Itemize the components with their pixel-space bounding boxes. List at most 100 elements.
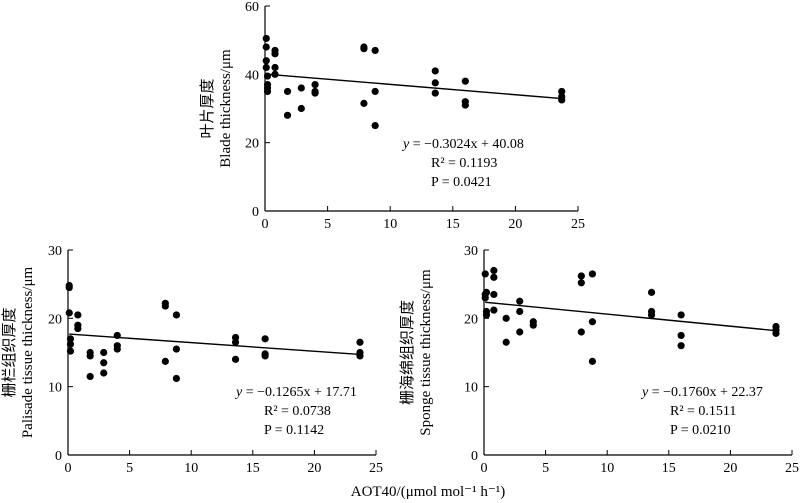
data-point xyxy=(311,80,319,89)
data-point xyxy=(461,77,469,85)
y-tick-label: 10 xyxy=(464,381,478,396)
y-tick-label: 60 xyxy=(245,0,259,15)
data-point xyxy=(371,46,379,55)
data-point xyxy=(360,99,368,107)
data-point xyxy=(263,72,272,80)
data-point xyxy=(772,329,780,337)
data-point xyxy=(100,359,108,367)
data-point xyxy=(66,347,75,355)
x-tick-label: 5 xyxy=(126,461,133,476)
y-tick-label: 10 xyxy=(48,381,62,396)
regression-line xyxy=(266,73,562,100)
data-point xyxy=(100,369,108,377)
y-tick-label: 40 xyxy=(245,68,259,83)
data-point xyxy=(86,372,94,381)
x-tick-label: 10 xyxy=(383,217,397,232)
x-tick-label: 0 xyxy=(262,217,269,232)
y-tick-label: 20 xyxy=(245,137,259,152)
p-value-label: P = 0.0421 xyxy=(431,175,492,190)
data-point xyxy=(431,67,439,75)
data-point xyxy=(577,279,585,287)
data-point xyxy=(502,338,510,346)
data-point xyxy=(161,302,169,310)
data-point xyxy=(113,345,121,353)
data-point xyxy=(261,352,269,360)
data-point xyxy=(529,321,537,329)
data-point xyxy=(588,357,597,365)
y-axis-label-en: Blade thickness/μm xyxy=(218,49,234,168)
data-point xyxy=(172,311,181,319)
data-point xyxy=(481,294,489,302)
data-point xyxy=(262,43,270,51)
x-tick-label: 0 xyxy=(481,461,488,476)
data-point xyxy=(490,290,498,299)
data-point xyxy=(356,352,364,360)
x-tick-label: 20 xyxy=(307,461,321,476)
regression-line xyxy=(69,333,361,356)
data-point xyxy=(677,311,685,319)
data-point xyxy=(677,331,685,340)
x-tick-label: 5 xyxy=(324,217,331,232)
data-point xyxy=(283,87,292,96)
y-tick-label: 0 xyxy=(471,449,478,464)
data-point xyxy=(297,84,305,92)
data-point xyxy=(588,318,597,326)
data-point xyxy=(431,89,439,97)
data-point xyxy=(172,345,181,353)
panel-palisade-thickness: 0 5 10 15 20 25 0 10 20 30 栅栏组织厚度 Palisade tissue t… xyxy=(1,244,383,476)
data-point xyxy=(262,34,270,43)
data-point xyxy=(311,89,319,97)
x-tick-label: 25 xyxy=(785,461,799,476)
data-point xyxy=(647,311,656,319)
data-point xyxy=(677,342,685,350)
data-point xyxy=(482,311,491,319)
data-point xyxy=(161,357,169,365)
r-squared-label: R² = 0.0738 xyxy=(264,404,331,419)
data-point xyxy=(271,63,279,72)
data-point xyxy=(588,270,597,278)
r-squared-label: R² = 0.1511 xyxy=(670,404,736,419)
x-tick-label: 5 xyxy=(542,461,549,476)
regression-equation: y = −0.1760x + 22.37 xyxy=(640,385,763,400)
data-point xyxy=(271,50,279,58)
data-point xyxy=(502,314,510,322)
y-tick-label: 30 xyxy=(464,244,478,259)
data-point xyxy=(263,87,272,96)
data-point xyxy=(558,96,566,104)
data-point xyxy=(490,266,498,275)
y-tick-label: 0 xyxy=(55,449,62,464)
y-axis-label-en: Palisade tissue thickness/μm xyxy=(20,266,36,438)
y-axis-label-zh: 栅海绵组织厚度 xyxy=(399,300,416,405)
data-point xyxy=(66,335,75,343)
data-point xyxy=(66,340,75,348)
x-tick-label: 25 xyxy=(571,217,585,232)
r-squared-label: R² = 0.1193 xyxy=(431,156,497,171)
y-tick-label: 0 xyxy=(252,205,259,220)
y-tick-label: 20 xyxy=(464,312,478,327)
data-point xyxy=(65,309,73,317)
data-point xyxy=(490,306,498,314)
data-point xyxy=(297,104,305,113)
x-tick-label: 20 xyxy=(508,217,522,232)
y-axis-label-zh: 栅栏组织厚度 xyxy=(1,307,18,397)
data-point xyxy=(482,288,491,296)
data-point xyxy=(481,270,489,278)
x-tick-label: 10 xyxy=(600,461,614,476)
panel-blade-thickness: 0 5 10 15 20 25 0 20 40 60 叶片厚度 Blade thickness/μm y… xyxy=(199,0,585,232)
data-point xyxy=(172,374,181,383)
y-tick-label: 20 xyxy=(48,312,62,327)
regression-equation: y = −0.1265x + 17.71 xyxy=(234,385,357,400)
x-tick-label: 15 xyxy=(246,461,260,476)
data-point xyxy=(490,273,498,281)
data-point xyxy=(86,352,94,360)
p-value-label: P = 0.0210 xyxy=(670,423,731,438)
x-tick-label: 25 xyxy=(369,461,383,476)
x-tick-label: 15 xyxy=(662,461,676,476)
p-value-label: P = 0.1142 xyxy=(264,423,324,438)
data-point xyxy=(261,335,269,343)
data-point xyxy=(577,272,585,280)
x-tick-label: 10 xyxy=(184,461,198,476)
data-point xyxy=(647,288,656,296)
data-point xyxy=(371,121,379,130)
